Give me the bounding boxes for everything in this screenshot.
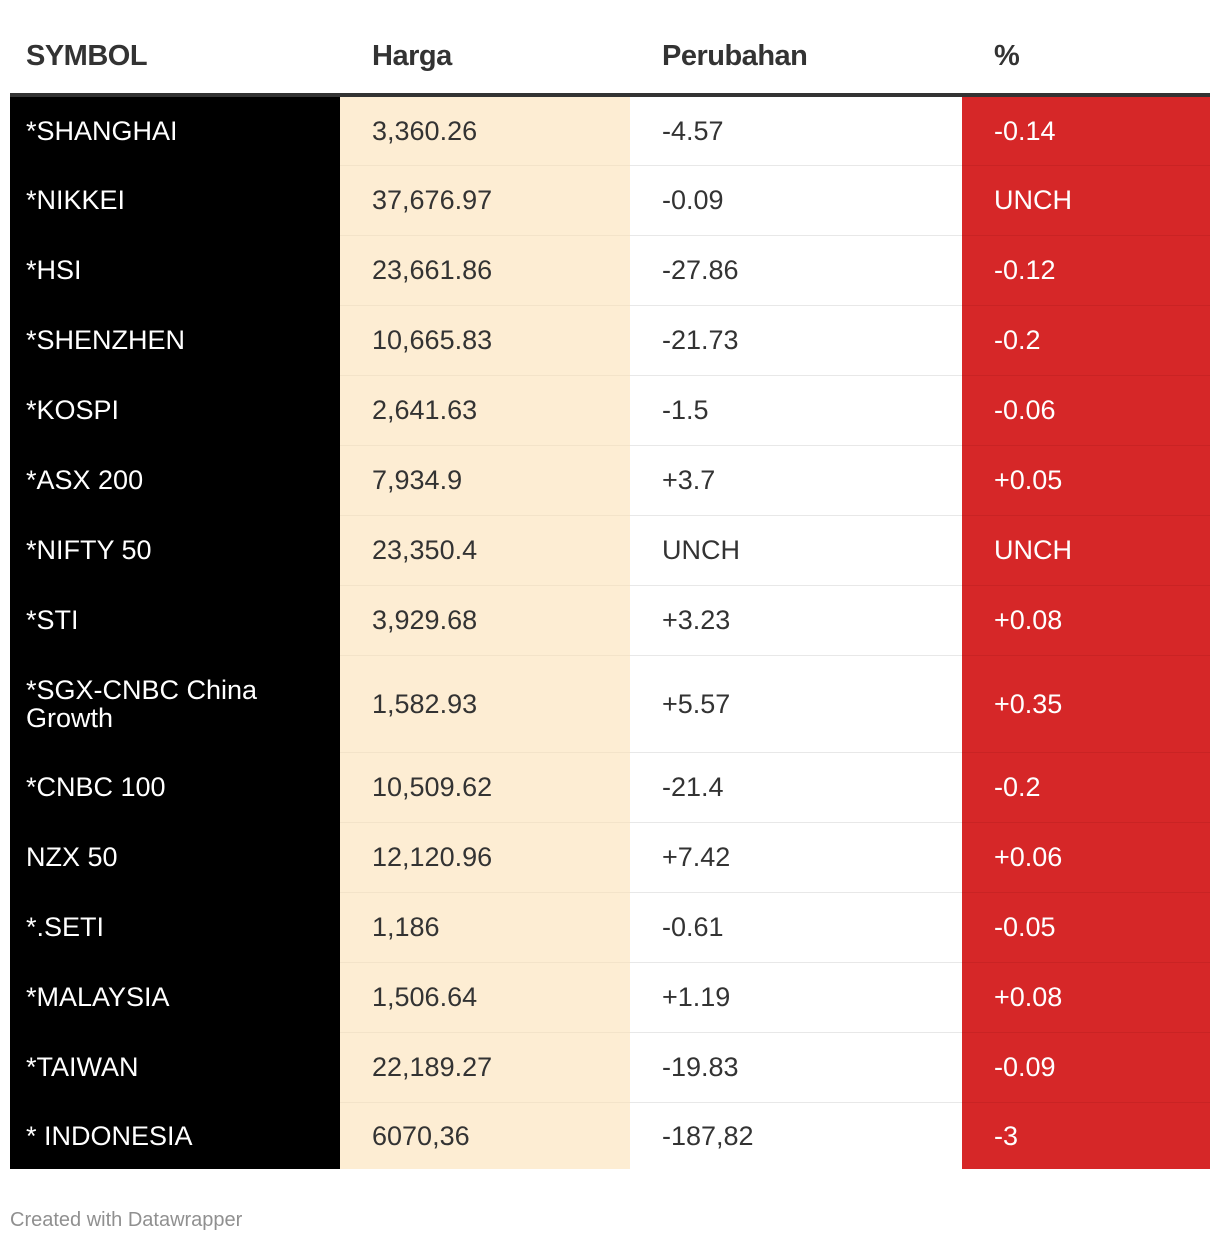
symbol-cell: *HSI — [10, 235, 340, 306]
datawrapper-credit[interactable]: Created with Datawrapper — [10, 1209, 243, 1231]
change-cell: UNCH — [630, 515, 962, 586]
symbol-cell: *TAIWAN — [10, 1032, 340, 1103]
table-row: *SHANGHAI 3,360.26 -4.57 -0.14 — [10, 95, 1210, 166]
change-cell: -21.73 — [630, 305, 962, 376]
percent-cell: -3 — [962, 1102, 1210, 1169]
price-cell: 1,506.64 — [340, 962, 630, 1033]
change-cell: -1.5 — [630, 375, 962, 446]
symbol-cell: NZX 50 — [10, 822, 340, 893]
column-header-perubahan[interactable]: Perubahan — [630, 0, 962, 97]
percent-cell: -0.14 — [962, 95, 1210, 166]
percent-cell: UNCH — [962, 515, 1210, 586]
table-row: *KOSPI 2,641.63 -1.5 -0.06 — [10, 375, 1210, 446]
price-cell: 7,934.9 — [340, 445, 630, 516]
change-cell: -187,82 — [630, 1102, 962, 1169]
table-row: *MALAYSIA 1,506.64 +1.19 +0.08 — [10, 962, 1210, 1033]
table-row: * INDONESIA 6070,36 -187,82 -3 — [10, 1102, 1210, 1169]
change-cell: -19.83 — [630, 1032, 962, 1103]
percent-cell: -0.2 — [962, 752, 1210, 823]
change-cell: +5.57 — [630, 655, 962, 753]
symbol-cell: *CNBC 100 — [10, 752, 340, 823]
table-row: *SHENZHEN 10,665.83 -21.73 -0.2 — [10, 305, 1210, 376]
price-cell: 22,189.27 — [340, 1032, 630, 1103]
price-cell: 10,665.83 — [340, 305, 630, 376]
price-cell: 10,509.62 — [340, 752, 630, 823]
symbol-cell: *.SETI — [10, 892, 340, 963]
symbol-cell: *MALAYSIA — [10, 962, 340, 1033]
percent-cell: -0.09 — [962, 1032, 1210, 1103]
table-row: *SGX-CNBC China Growth 1,582.93 +5.57 +0.35 — [10, 655, 1210, 753]
percent-cell: -0.06 — [962, 375, 1210, 446]
percent-cell: +0.06 — [962, 822, 1210, 893]
table-row: *.SETI 1,186 -0.61 -0.05 — [10, 892, 1210, 963]
change-cell: +3.23 — [630, 585, 962, 656]
table-row: *CNBC 100 10,509.62 -21.4 -0.2 — [10, 752, 1210, 823]
symbol-cell: *ASX 200 — [10, 445, 340, 516]
percent-cell: -0.2 — [962, 305, 1210, 376]
change-cell: -27.86 — [630, 235, 962, 306]
percent-cell: +0.35 — [962, 655, 1210, 753]
header-row: SYMBOL Harga Perubahan % — [10, 0, 1210, 97]
change-cell: +3.7 — [630, 445, 962, 516]
symbol-cell: *SHENZHEN — [10, 305, 340, 376]
symbol-cell: *KOSPI — [10, 375, 340, 446]
change-cell: -4.57 — [630, 95, 962, 166]
table-row: *STI 3,929.68 +3.23 +0.08 — [10, 585, 1210, 656]
market-table: SYMBOL Harga Perubahan % *SHANGHAI 3,360.… — [10, 0, 1210, 1169]
table-row: *TAIWAN 22,189.27 -19.83 -0.09 — [10, 1032, 1210, 1103]
table-row: *NIFTY 50 23,350.4 UNCH UNCH — [10, 515, 1210, 586]
table-row: *HSI 23,661.86 -27.86 -0.12 — [10, 235, 1210, 306]
percent-cell: -0.05 — [962, 892, 1210, 963]
percent-cell: UNCH — [962, 165, 1210, 236]
percent-cell: +0.08 — [962, 962, 1210, 1033]
change-cell: +1.19 — [630, 962, 962, 1033]
symbol-cell: *STI — [10, 585, 340, 656]
change-cell: +7.42 — [630, 822, 962, 893]
symbol-cell: * INDONESIA — [10, 1102, 340, 1169]
price-cell: 3,360.26 — [340, 95, 630, 166]
percent-cell: -0.12 — [962, 235, 1210, 306]
symbol-cell: *NIFTY 50 — [10, 515, 340, 586]
price-cell: 2,641.63 — [340, 375, 630, 446]
price-cell: 3,929.68 — [340, 585, 630, 656]
table-row: NZX 50 12,120.96 +7.42 +0.06 — [10, 822, 1210, 893]
symbol-cell: *NIKKEI — [10, 165, 340, 236]
symbol-cell: *SGX-CNBC China Growth — [10, 655, 340, 753]
table-header: SYMBOL Harga Perubahan % — [10, 0, 1210, 97]
price-cell: 12,120.96 — [340, 822, 630, 893]
symbol-cell: *SHANGHAI — [10, 95, 340, 166]
percent-cell: +0.05 — [962, 445, 1210, 516]
price-cell: 37,676.97 — [340, 165, 630, 236]
table-row: *NIKKEI 37,676.97 -0.09 UNCH — [10, 165, 1210, 236]
price-cell: 1,582.93 — [340, 655, 630, 753]
column-header-symbol[interactable]: SYMBOL — [10, 0, 340, 97]
change-cell: -21.4 — [630, 752, 962, 823]
percent-cell: +0.08 — [962, 585, 1210, 656]
change-cell: -0.61 — [630, 892, 962, 963]
price-cell: 23,350.4 — [340, 515, 630, 586]
column-header-harga[interactable]: Harga — [340, 0, 630, 97]
table-row: *ASX 200 7,934.9 +3.7 +0.05 — [10, 445, 1210, 516]
price-cell: 6070,36 — [340, 1102, 630, 1169]
price-cell: 23,661.86 — [340, 235, 630, 306]
data-table-container: SYMBOL Harga Perubahan % *SHANGHAI 3,360.… — [10, 0, 1210, 1169]
change-cell: -0.09 — [630, 165, 962, 236]
price-cell: 1,186 — [340, 892, 630, 963]
table-body: *SHANGHAI 3,360.26 -4.57 -0.14 *NIKKEI 37,676… — [10, 95, 1210, 1169]
column-header-percent[interactable]: % — [962, 0, 1210, 97]
